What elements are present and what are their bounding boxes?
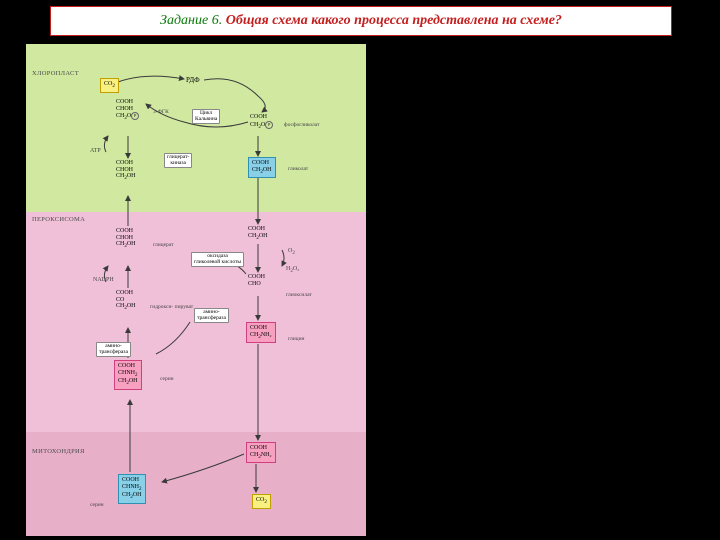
node-serine1: COOHCHNH2CH2OH — [114, 360, 142, 390]
node-ser2_lbl: серин — [90, 502, 104, 508]
node-o2: O2 — [288, 248, 295, 257]
slide-root: Задание 6. Общая схема какого процесса п… — [0, 0, 720, 540]
node-serine2: COOHCHNH2CH2OH — [118, 474, 146, 504]
node-pgk3: COOHCHOHCH2OP — [116, 99, 139, 122]
peroxisome-label: ПЕРОКСИСОМА — [32, 216, 85, 223]
node-glyoxylate: COOHCHO — [248, 274, 265, 287]
node-glycerate2: COOHCHOHCH2OH — [116, 228, 136, 250]
node-glycolate1: COOHCH2OH — [248, 157, 276, 178]
compartment-mitochondrion: МИТОХОНДРИЯ — [26, 432, 366, 536]
node-gly_lbl1: глицин — [288, 336, 305, 342]
node-glycine1: COOHCH2NH₂ — [246, 322, 276, 343]
node-atp: ATP — [90, 148, 101, 155]
title-text: Задание 6. Общая схема какого процесса п… — [160, 13, 562, 29]
node-glyox_lbl: глиоксилат — [286, 292, 312, 298]
node-glycolate2: COOHCH2OH — [248, 226, 268, 241]
node-glyc_kinase: глицерат-киназа — [164, 153, 192, 168]
node-ser1_lbl: серин — [160, 376, 174, 382]
node-glycerol1: COOHCHOHCH2OH — [116, 160, 136, 182]
title-prefix: Задание 6. — [160, 13, 226, 28]
node-h2o2: H2O₂ — [286, 266, 299, 275]
node-oxidase: оксидазагликолевой кислоты — [191, 252, 244, 267]
node-amino1: амино-трансфераза — [96, 342, 131, 357]
chloroplast-label: ХЛОРОПЛАСТ — [32, 70, 79, 77]
title-box: Задание 6. Общая схема какого процесса п… — [50, 6, 672, 36]
node-pg_lbl: фосфогликолат — [284, 122, 319, 128]
node-hydroxypyr: COOHCOCH2OH — [116, 290, 136, 312]
node-co2: CO2 — [100, 78, 119, 93]
title-question: Общая схема какого процесса представлена… — [226, 13, 562, 28]
node-phosphoglyc: COOHCH2OP — [250, 114, 273, 130]
node-glycine2: COOHCH2NH₂ — [246, 442, 276, 463]
node-amino2: амино-трансфераза — [194, 308, 229, 323]
node-glyco_lbl1: гликолат — [288, 166, 308, 172]
node-pgk3_lbl: 3-ФГК — [153, 109, 169, 115]
biochem-diagram: ХЛОРОПЛАСТ ПЕРОКСИСОМА МИТОХОНДРИЯ CO2 РД… — [26, 44, 366, 536]
compartment-chloroplast: ХЛОРОПЛАСТ — [26, 44, 366, 213]
node-nadph: NADPH — [93, 277, 114, 284]
node-gly2_lbl: глицерат — [153, 242, 174, 248]
node-co2b: CO2 — [252, 494, 271, 509]
node-rdf: РДФ — [186, 77, 200, 85]
node-hp_lbl: гидрокси- пируват — [150, 304, 193, 310]
node-calvin: ЦиклКальвина — [192, 109, 220, 124]
mitochondrion-label: МИТОХОНДРИЯ — [32, 448, 85, 455]
